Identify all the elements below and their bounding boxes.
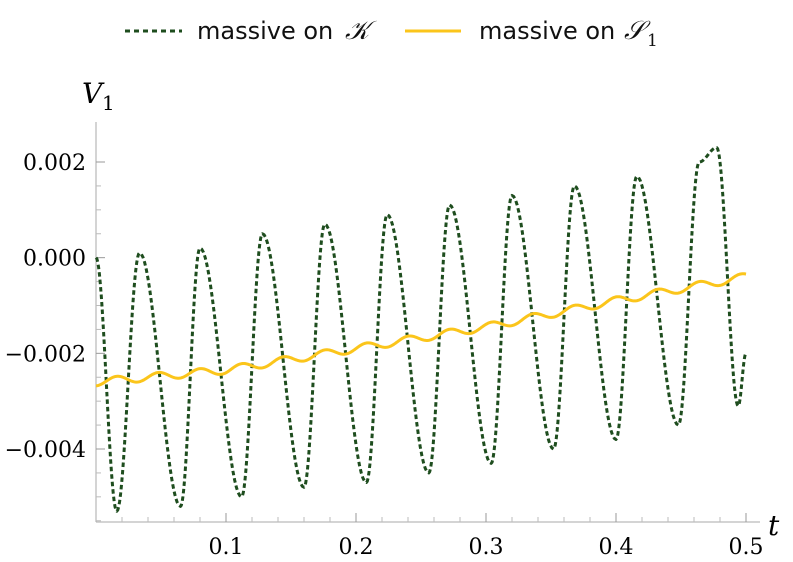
legend-label-series-1: massive on <box>197 17 333 45</box>
legend-label-series-2: massive on <box>479 17 615 45</box>
series-line-massive-on-k <box>94 146 748 513</box>
x-tick-label: 0.1 <box>209 535 244 560</box>
y-tick-label: −0.002 <box>5 342 86 367</box>
y-axis-label-subscript: 1 <box>102 91 115 115</box>
y-axis-label: V 1 <box>82 77 115 115</box>
y-ticks: 0.002 0.000 −0.002 −0.004 <box>5 151 105 522</box>
legend-symbol-series-1: 𝒦 <box>345 16 377 46</box>
series-layer <box>94 146 748 513</box>
y-tick-label: −0.004 <box>5 438 86 463</box>
legend-subscript-series-2: 1 <box>647 31 658 51</box>
x-tick-label: 0.4 <box>599 535 634 560</box>
y-tick-label: 0.002 <box>23 151 86 176</box>
legend: massive on 𝒦 massive on 𝒮 1 <box>125 16 658 51</box>
x-tick-label: 0.3 <box>469 535 504 560</box>
series-line-massive-on-s1 <box>95 272 747 388</box>
x-axis-label: t <box>768 509 780 542</box>
x-tick-label: 0.2 <box>339 535 374 560</box>
x-tick-label: 0.5 <box>729 535 764 560</box>
x-ticks: 0.1 0.2 0.3 0.4 0.5 <box>121 513 764 560</box>
y-tick-label: 0.000 <box>23 247 86 272</box>
y-axis-label-main: V <box>82 77 105 110</box>
